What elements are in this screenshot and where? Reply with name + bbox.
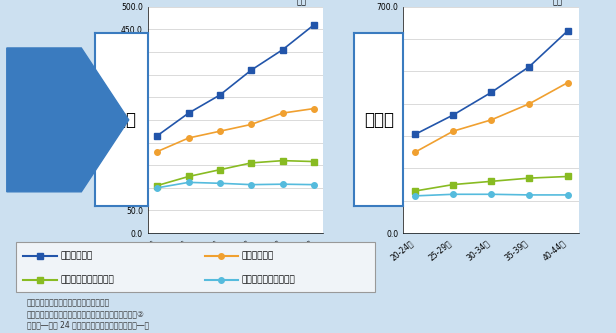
Text: 男性・正社員: 男性・正社員 [60, 251, 92, 260]
Polygon shape [7, 48, 129, 192]
Text: 年収: 年収 [38, 110, 51, 120]
FancyBboxPatch shape [16, 241, 375, 292]
Text: (主な仕事から): (主な仕事から) [28, 151, 62, 161]
Text: 万円: 万円 [297, 0, 307, 7]
Text: 独立行政法人　労働政策研究・研修機構: 独立行政法人 労働政策研究・研修機構 [27, 298, 110, 307]
Text: 「若年者の就業状況・キャリア・職業能力開発の現状②: 「若年者の就業状況・キャリア・職業能力開発の現状② [27, 310, 145, 319]
Text: 女性・パート・バイト: 女性・パート・バイト [241, 276, 295, 285]
Text: 高卒者: 高卒者 [107, 111, 137, 129]
Text: 男性・パート・バイト: 男性・パート・バイト [60, 276, 114, 285]
Text: ―平成 24 年版『就業構造基本調査』より―」: ―平成 24 年版『就業構造基本調査』より―」 [27, 321, 149, 330]
Text: 万円: 万円 [553, 0, 562, 7]
Text: 大卒者: 大卒者 [364, 111, 394, 129]
Text: 女性・正社員: 女性・正社員 [241, 251, 274, 260]
